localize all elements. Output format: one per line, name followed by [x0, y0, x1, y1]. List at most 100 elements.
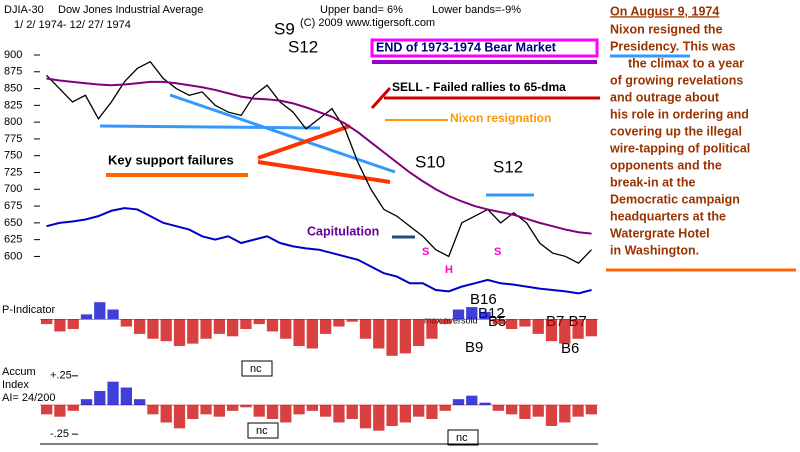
side-line: On Augusr 9, 1974	[610, 4, 719, 18]
signal: B16	[470, 291, 497, 308]
nc: nc	[250, 363, 262, 375]
signal: S9	[274, 19, 295, 38]
bar	[426, 319, 438, 339]
bar	[173, 405, 186, 429]
y-tick-label: 850	[4, 82, 22, 94]
y-tick-label: 825	[4, 99, 22, 111]
side-line: in Washington.	[610, 243, 699, 257]
bar	[306, 319, 318, 349]
end-note: END of 1973-1974 Bear Market	[376, 40, 557, 54]
bar	[293, 405, 305, 415]
panel-title: Accum	[2, 366, 36, 378]
signal: B9	[465, 339, 483, 356]
pattern: S	[494, 246, 501, 258]
side-line: his role in ordering and	[610, 107, 749, 121]
nc-box	[241, 360, 273, 377]
bar	[413, 405, 425, 417]
bar	[559, 319, 571, 344]
bar	[386, 319, 398, 356]
bar	[147, 319, 159, 339]
bar	[80, 314, 93, 320]
box	[370, 38, 599, 58]
bar	[134, 399, 146, 405]
bar	[80, 399, 93, 405]
arrow	[370, 86, 392, 110]
side-line: Watergrate Hotel	[610, 226, 710, 240]
bar	[413, 319, 425, 347]
bar	[545, 319, 558, 342]
bar	[346, 319, 358, 322]
bar	[187, 405, 199, 419]
bar	[346, 405, 358, 419]
bar	[120, 319, 132, 327]
side-line: of growing revelations	[610, 73, 743, 87]
upper: Upper band= 6%	[320, 4, 403, 16]
bar	[266, 319, 279, 332]
side-line: the climax to a year	[628, 56, 744, 70]
bar	[134, 319, 146, 334]
side-line: covering up the illegal	[610, 124, 742, 138]
side-line: opponents and the	[610, 158, 722, 172]
pattern: H	[445, 264, 453, 276]
bar	[280, 405, 292, 423]
bar	[240, 319, 252, 329]
bar	[585, 319, 597, 337]
bar	[227, 319, 239, 337]
bar	[266, 405, 279, 419]
arrow	[257, 160, 391, 184]
bar	[41, 405, 53, 415]
panel-subtitle: Index	[2, 379, 29, 391]
bar	[452, 399, 465, 405]
lower: Lower bands=-9%	[432, 4, 521, 16]
bar	[426, 405, 438, 419]
signal: S10	[415, 152, 445, 171]
bar	[293, 319, 305, 347]
y-tick-label: 675	[4, 200, 22, 212]
sell-note: SELL - Failed rallies to 65-dma	[392, 80, 566, 94]
bar	[506, 405, 518, 415]
bar	[54, 319, 66, 332]
bar	[506, 319, 518, 329]
price-line	[46, 207, 592, 295]
bar	[373, 405, 385, 431]
range: 1/ 2/ 1974- 12/ 27/ 1974	[14, 19, 131, 31]
nc-box	[447, 429, 479, 446]
bar	[359, 319, 372, 339]
name: Dow Jones Industrial Average	[58, 4, 203, 16]
y-tick-label: 725	[4, 166, 22, 178]
bar	[519, 319, 531, 327]
side-panel: On Augusr 9, 1974 Nixon resigned the Pre…	[606, 4, 796, 272]
nc-box	[247, 422, 279, 439]
nc: nc	[256, 425, 268, 437]
bar	[492, 319, 504, 325]
bar	[479, 402, 491, 405]
bar	[466, 307, 478, 320]
bar	[253, 405, 265, 417]
code: DJIA-30	[4, 4, 44, 16]
y-tick-label: +.25	[50, 370, 72, 382]
bar	[320, 319, 332, 334]
bar	[439, 319, 451, 325]
bar	[94, 302, 106, 320]
bar	[147, 405, 159, 415]
y-tick-label: 900	[4, 49, 22, 61]
y-tick-label: 775	[4, 133, 22, 145]
y-tick-label: 750	[4, 150, 22, 162]
side-line: Nixon resigned the	[610, 22, 723, 36]
side-line: headquarters at the	[610, 209, 726, 223]
bar	[213, 405, 225, 417]
bar	[585, 405, 597, 415]
signal: B6	[561, 340, 579, 357]
y-tick-label: 600	[4, 250, 22, 262]
bar	[280, 319, 292, 339]
bar	[333, 319, 345, 327]
bar	[173, 319, 186, 347]
bar	[399, 319, 411, 354]
bar	[306, 405, 318, 411]
side-line: break-in at the	[610, 175, 695, 189]
side-line: wire-tapping of political	[609, 141, 750, 155]
copyright: (C) 2009 www.tigersoft.com	[300, 17, 435, 29]
bar	[373, 319, 385, 349]
side-line: Presidency. This was	[610, 39, 736, 53]
bar	[545, 405, 558, 426]
